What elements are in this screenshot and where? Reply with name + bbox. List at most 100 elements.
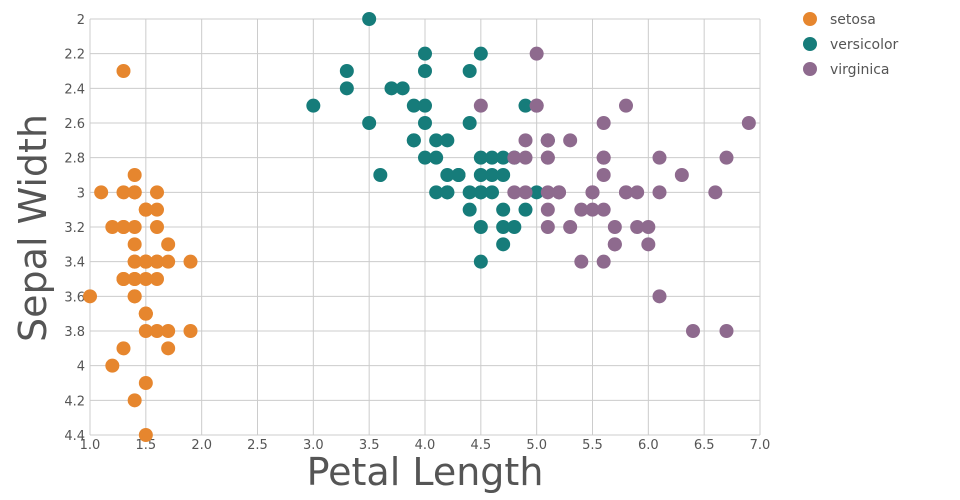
legend-label-virginica: virginica (830, 62, 890, 78)
data-point-setosa (138, 202, 153, 217)
data-point-versicolor (440, 185, 455, 200)
data-point-setosa (161, 324, 176, 338)
y-tick-label: 3.2 (64, 221, 85, 236)
data-point-virginica (540, 202, 555, 217)
y-tick-label: 4.4 (64, 429, 85, 444)
data-point-virginica (574, 202, 589, 217)
data-point-versicolor (496, 202, 511, 217)
data-point-virginica (630, 185, 645, 200)
data-point-setosa (127, 289, 142, 304)
data-point-setosa (127, 254, 142, 269)
data-point-setosa (138, 428, 153, 442)
data-point-setosa (127, 168, 142, 182)
data-point-setosa (116, 341, 131, 356)
series-versicolor (306, 12, 555, 269)
data-point-virginica (686, 324, 700, 338)
y-tick-label: 2.4 (64, 82, 85, 97)
data-point-versicolor (485, 150, 499, 165)
data-point-virginica (607, 237, 622, 252)
data-point-setosa (94, 185, 109, 200)
y-tick-label: 3.8 (64, 325, 85, 340)
data-point-virginica (540, 185, 555, 200)
data-point-versicolor (418, 46, 432, 61)
grid (89, 18, 761, 436)
data-point-virginica (585, 202, 600, 217)
legend-marker-setosa (803, 12, 817, 26)
y-axis-title: Sepal Width (11, 114, 55, 342)
data-point-versicolor (429, 150, 444, 165)
data-point-versicolor (496, 220, 511, 234)
data-point-virginica (574, 254, 589, 269)
data-point-versicolor (339, 64, 354, 78)
data-point-virginica (641, 220, 656, 234)
data-point-virginica (596, 202, 611, 217)
data-point-setosa (127, 393, 142, 408)
data-point-setosa (138, 324, 153, 338)
data-point-virginica (719, 324, 734, 338)
x-tick-label: 3.0 (303, 438, 324, 453)
data-point-virginica (607, 220, 622, 234)
x-tick-label: 5.0 (526, 438, 547, 453)
y-tick-label: 2.6 (64, 117, 85, 132)
x-tick-label: 5.5 (582, 438, 603, 453)
data-point-virginica (719, 150, 734, 165)
data-point-versicolor (518, 98, 533, 113)
data-point-versicolor (462, 64, 477, 78)
data-point-setosa (150, 272, 164, 286)
y-tick-label: 4.2 (64, 394, 85, 409)
data-point-virginica (619, 185, 633, 200)
data-point-versicolor (429, 185, 444, 200)
data-point-versicolor (462, 116, 477, 130)
data-point-versicolor (473, 254, 488, 269)
data-point-virginica (473, 98, 488, 113)
data-point-virginica (518, 150, 533, 165)
data-point-virginica (540, 220, 555, 234)
data-point-setosa (116, 272, 131, 286)
x-tick-label: 7.0 (750, 438, 771, 453)
data-point-versicolor (507, 220, 522, 234)
data-point-virginica (596, 254, 611, 269)
data-point-setosa (138, 254, 153, 269)
data-point-virginica (518, 185, 533, 200)
data-point-virginica (529, 46, 544, 61)
data-point-virginica (630, 220, 645, 234)
data-point-versicolor (529, 185, 544, 200)
data-point-versicolor (440, 168, 455, 182)
legend: setosa versicolor virginica (803, 12, 899, 78)
x-axis-title: Petal Length (307, 450, 544, 494)
data-point-virginica (518, 133, 533, 148)
data-point-setosa (183, 254, 198, 269)
x-tick-label: 6.5 (694, 438, 715, 453)
data-point-virginica (641, 237, 656, 252)
legend-marker-versicolor (803, 37, 817, 51)
data-point-setosa (150, 254, 164, 269)
data-point-virginica (563, 133, 578, 148)
data-point-versicolor (473, 46, 488, 61)
y-tick-label: 3.6 (64, 290, 85, 305)
data-point-versicolor (373, 168, 388, 182)
data-point-setosa (116, 185, 131, 200)
data-point-setosa (161, 254, 176, 269)
data-point-versicolor (496, 150, 511, 165)
data-point-versicolor (473, 185, 488, 200)
data-point-setosa (138, 306, 153, 321)
y-axis-ticks: 2 2.2 2.4 2.6 2.8 3 3.2 3.4 3.6 3.8 4 4.2 4.4 (64, 13, 85, 444)
y-tick-label: 4 (77, 360, 85, 375)
x-tick-label: 6.0 (638, 438, 659, 453)
data-point-versicolor (518, 202, 533, 217)
data-point-setosa (105, 220, 120, 234)
data-point-virginica (708, 185, 723, 200)
data-point-setosa (161, 237, 176, 252)
x-tick-label: 4.0 (415, 438, 436, 453)
y-tick-label: 2.2 (64, 48, 85, 63)
data-point-versicolor (473, 168, 488, 182)
data-point-virginica (596, 116, 611, 130)
data-point-setosa (116, 220, 131, 234)
data-point-setosa (127, 237, 142, 252)
data-point-versicolor (306, 98, 321, 113)
data-point-setosa (150, 202, 164, 217)
data-point-versicolor (406, 98, 421, 113)
data-point-versicolor (418, 150, 432, 165)
data-point-virginica (652, 150, 667, 165)
